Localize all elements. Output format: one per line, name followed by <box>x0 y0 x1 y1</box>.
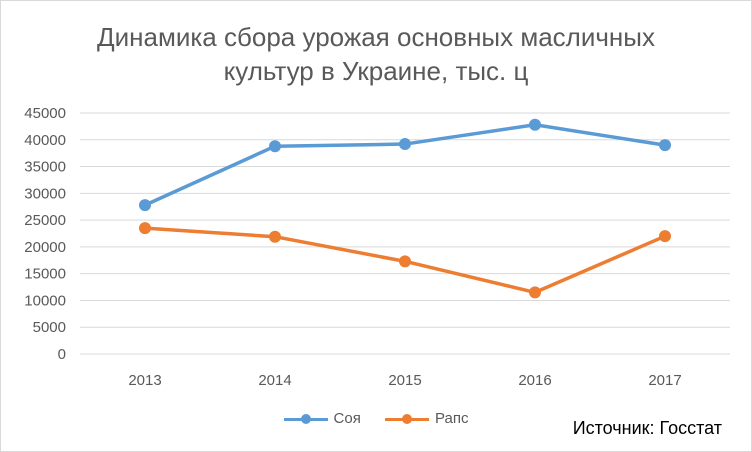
legend-marker-soy <box>300 413 311 424</box>
data-point <box>269 230 281 243</box>
x-tick-labels: 2013 2014 2015 2016 2017 <box>128 372 681 389</box>
legend-item-soy: Соя <box>283 410 361 427</box>
y-tick-labels: 0 5000 10000 15000 20000 25000 30000 35000 40000… <box>24 105 66 363</box>
data-point <box>659 139 671 152</box>
legend-item-rapeseed: Рапс <box>385 410 468 427</box>
y-tick-label: 15000 <box>24 266 66 283</box>
data-point <box>399 255 411 268</box>
y-tick-label: 40000 <box>24 132 66 149</box>
data-point <box>269 140 281 153</box>
y-tick-label: 25000 <box>24 212 66 229</box>
y-tick-label: 0 <box>58 346 66 363</box>
series-layer <box>139 118 671 299</box>
y-tick-label: 30000 <box>24 185 66 202</box>
x-tick-label: 2014 <box>258 372 291 389</box>
data-point <box>659 230 671 243</box>
data-point <box>139 222 151 235</box>
gridlines <box>80 112 730 355</box>
data-point <box>139 199 151 212</box>
legend-swatch-soy <box>283 413 328 424</box>
x-tick-label: 2016 <box>518 372 551 389</box>
chart-title-line-2: культур в Украине, тыс. ц <box>223 56 529 86</box>
source-note: Источник: Госстат <box>572 418 722 438</box>
y-tick-label: 5000 <box>33 319 66 336</box>
legend: Соя Рапс <box>0 410 752 428</box>
x-tick-label: 2013 <box>128 372 161 389</box>
data-point <box>399 138 411 151</box>
legend-marker-rapeseed <box>402 413 412 424</box>
y-tick-label: 20000 <box>24 239 66 256</box>
x-tick-label: 2017 <box>648 372 681 389</box>
y-tick-label: 45000 <box>24 105 66 122</box>
x-tick-label: 2015 <box>388 372 421 389</box>
chart-title: Динамика сбора урожая основных масличных… <box>0 20 752 88</box>
legend-label-rapeseed: Рапс <box>435 410 469 427</box>
legend-label-soy: Соя <box>333 410 361 427</box>
y-tick-label: 35000 <box>24 159 66 176</box>
chart-title-line-1: Динамика сбора урожая основных масличных <box>97 22 655 52</box>
y-tick-label: 10000 <box>24 292 66 309</box>
data-point <box>529 118 541 131</box>
data-point <box>529 286 541 299</box>
legend-swatch-rapeseed <box>385 413 429 424</box>
